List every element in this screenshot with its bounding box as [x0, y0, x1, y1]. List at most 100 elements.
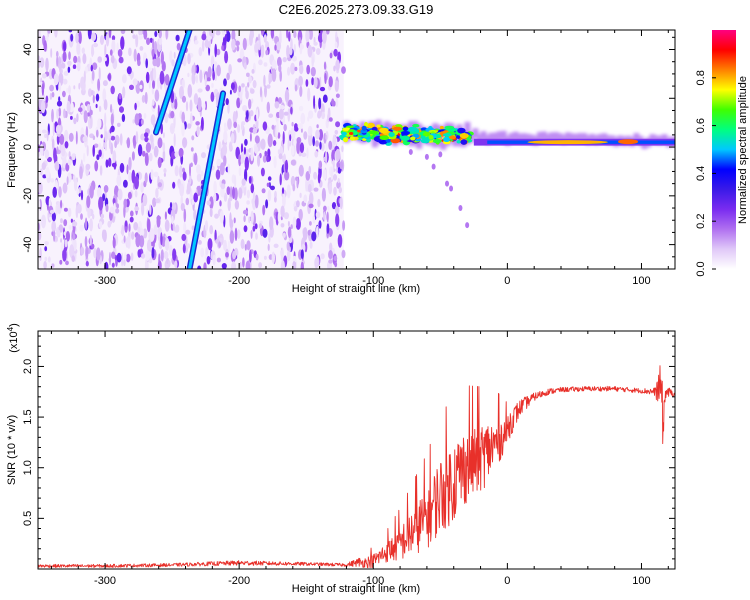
noise-blob: [307, 183, 312, 193]
snr-line: [38, 365, 675, 569]
noise-blob: [328, 182, 333, 195]
noise-blob: [209, 30, 214, 37]
noise-blob: [50, 178, 55, 183]
noise-blob: [224, 50, 229, 64]
noise-blob: [134, 176, 139, 190]
noise-blob: [328, 76, 333, 88]
noise-blob: [278, 64, 282, 73]
noise-blob: [266, 101, 270, 114]
noise-blob: [231, 38, 236, 51]
noise-blob: [70, 33, 74, 42]
noise-blob: [244, 138, 248, 146]
noise-blob: [209, 196, 214, 210]
noise-blob: [144, 172, 148, 184]
noise-blob: [223, 78, 227, 87]
noise-blob: [314, 150, 319, 158]
noise-blob: [181, 122, 185, 137]
noise-blob: [221, 263, 227, 269]
noise-blob: [213, 180, 217, 194]
noise-blob: [187, 123, 192, 129]
noise-blob: [310, 66, 316, 77]
noise-blob: [296, 177, 299, 189]
noise-blob: [59, 259, 63, 265]
noise-blob: [75, 32, 79, 44]
noise-blob: [293, 43, 296, 53]
noise-blob: [174, 165, 179, 177]
noise-blob: [61, 62, 66, 69]
noise-blob: [252, 191, 256, 202]
noise-blob: [97, 118, 102, 129]
noise-blob: [96, 247, 101, 261]
signal-clump: [412, 123, 420, 128]
noise-blob: [271, 59, 277, 72]
noise-blob: [265, 49, 269, 56]
noise-blob: [312, 136, 316, 147]
noise-blob: [245, 110, 249, 120]
noise-blob: [333, 48, 338, 57]
signal-glow-cell: [552, 132, 559, 142]
noise-blob: [147, 67, 153, 72]
noise-blob: [252, 225, 256, 232]
noise-blob: [126, 235, 131, 248]
noise-blob: [153, 171, 159, 178]
signal-glow-cell: [548, 132, 555, 143]
noise-blob: [193, 62, 196, 76]
noise-blob: [240, 143, 244, 154]
noise-blob: [258, 59, 263, 66]
noise-blob: [68, 85, 71, 95]
noise-blob: [230, 132, 235, 144]
signal-glow-cell: [556, 133, 563, 144]
noise-blob: [90, 90, 94, 96]
noise-blob: [53, 73, 59, 86]
noise-blob: [305, 178, 308, 192]
noise-blob: [121, 224, 125, 237]
signal-clump: [392, 126, 403, 131]
noise-blob: [103, 185, 109, 193]
noise-blob: [156, 215, 161, 228]
noise-blob: [145, 71, 150, 84]
colorbar-tick-label: 0.2: [695, 214, 707, 229]
noise-blob: [283, 212, 289, 220]
noise-blob: [260, 138, 266, 150]
noise-blob: [254, 135, 260, 144]
signal-clump: [400, 131, 411, 135]
noise-blob: [105, 159, 109, 168]
noise-blob: [116, 42, 119, 52]
noise-blob: [216, 158, 222, 167]
noise-blob: [189, 173, 192, 185]
noise-blob: [246, 72, 250, 78]
noise-blob: [212, 254, 216, 266]
noise-blob: [250, 210, 254, 224]
noise-blob: [146, 37, 151, 45]
noise-blob: [168, 260, 171, 268]
noise-blob: [237, 124, 241, 133]
noise-blob: [75, 130, 78, 145]
noise-blob: [85, 245, 89, 260]
noise-blob: [185, 101, 189, 112]
noise-blob: [162, 149, 166, 162]
noise-blob: [105, 33, 110, 47]
noise-blob: [302, 227, 308, 241]
noise-blob: [307, 125, 313, 136]
noise-blob: [263, 74, 266, 87]
noise-blob: [49, 92, 53, 100]
noise-blob: [244, 156, 249, 171]
noise-blob: [142, 193, 148, 207]
spectrogram-y-axis: -40 -20 0 20 40: [22, 36, 675, 258]
noise-blob: [321, 111, 326, 120]
noise-blob: [92, 94, 95, 104]
noise-blob: [250, 147, 254, 162]
noise-blob: [282, 193, 286, 208]
noise-blob: [249, 110, 254, 117]
noise-blob: [219, 162, 225, 176]
noise-blob: [315, 48, 321, 55]
noise-blob: [109, 206, 115, 214]
noise-blob: [176, 42, 181, 51]
noise-blob: [326, 223, 330, 235]
noise-blob: [278, 153, 283, 160]
signal-clump: [343, 137, 349, 143]
noise-blob: [91, 32, 97, 41]
noise-blob: [334, 129, 339, 135]
signal-clump: [466, 137, 471, 141]
noise-blob: [145, 58, 148, 69]
